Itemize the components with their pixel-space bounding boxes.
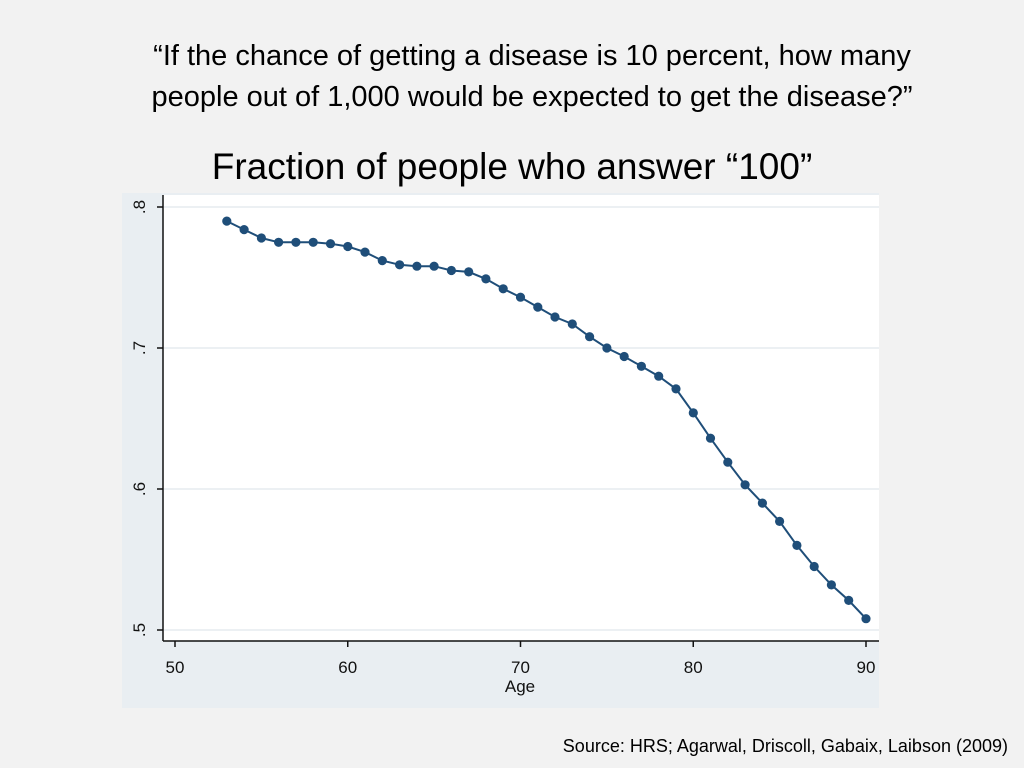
x-tick-label: 80 <box>684 658 703 677</box>
data-point <box>619 351 629 362</box>
data-point <box>308 237 318 247</box>
data-point <box>809 561 819 572</box>
data-point <box>429 261 439 271</box>
data-point <box>861 614 871 624</box>
data-point <box>602 343 612 353</box>
data-point <box>723 457 733 467</box>
question-line-1: “If the chance of getting a disease is 1… <box>153 40 911 72</box>
data-point <box>654 371 664 381</box>
data-point <box>567 319 577 329</box>
data-point <box>826 580 837 590</box>
data-point <box>515 292 526 302</box>
axis-ticks: .5 .6 .7 .8 50 60 70 80 90 <box>130 200 875 677</box>
data-point <box>688 408 698 418</box>
x-tick-label: 90 <box>857 658 876 677</box>
data-point <box>775 516 785 527</box>
data-point <box>222 216 232 226</box>
data-point <box>481 274 491 284</box>
data-point <box>446 265 456 276</box>
question-line-2: people out of 1,000 would be expected to… <box>151 81 913 113</box>
x-tick-label: 70 <box>511 658 530 677</box>
y-tick-label: .5 <box>130 623 149 637</box>
data-point <box>464 267 474 277</box>
source-citation: Source: HRS; Agarwal, Driscoll, Gabaix, … <box>562 736 1008 756</box>
x-tick-label: 60 <box>338 658 357 677</box>
data-point <box>585 332 595 342</box>
y-tick-label: .7 <box>130 341 149 355</box>
data-point <box>533 302 543 312</box>
data-point <box>636 361 647 371</box>
data-point <box>274 237 284 247</box>
x-axis-title: Age <box>505 677 535 696</box>
data-point <box>740 480 750 490</box>
data-point <box>325 239 336 249</box>
question-text: “If the chance of getting a disease is 1… <box>40 36 1024 118</box>
data-point <box>412 261 422 271</box>
data-point <box>844 595 854 606</box>
data-point <box>395 260 405 270</box>
data-points <box>222 216 871 624</box>
plot-area <box>163 195 879 641</box>
data-point <box>343 241 353 252</box>
data-point <box>360 247 370 257</box>
data-point <box>498 284 508 294</box>
data-point <box>256 233 266 243</box>
x-tick-label: 50 <box>166 658 185 677</box>
data-point <box>705 433 716 443</box>
y-tick-label: .6 <box>130 482 149 496</box>
data-point <box>239 225 249 235</box>
chart-title: Fraction of people who answer “100” <box>211 146 813 187</box>
data-point <box>671 384 681 394</box>
data-point <box>291 237 301 247</box>
data-point <box>377 256 387 266</box>
gridlines <box>163 206 879 631</box>
data-point <box>757 498 768 508</box>
data-point <box>550 312 560 322</box>
y-tick-label: .8 <box>130 200 149 214</box>
data-point <box>792 540 802 551</box>
